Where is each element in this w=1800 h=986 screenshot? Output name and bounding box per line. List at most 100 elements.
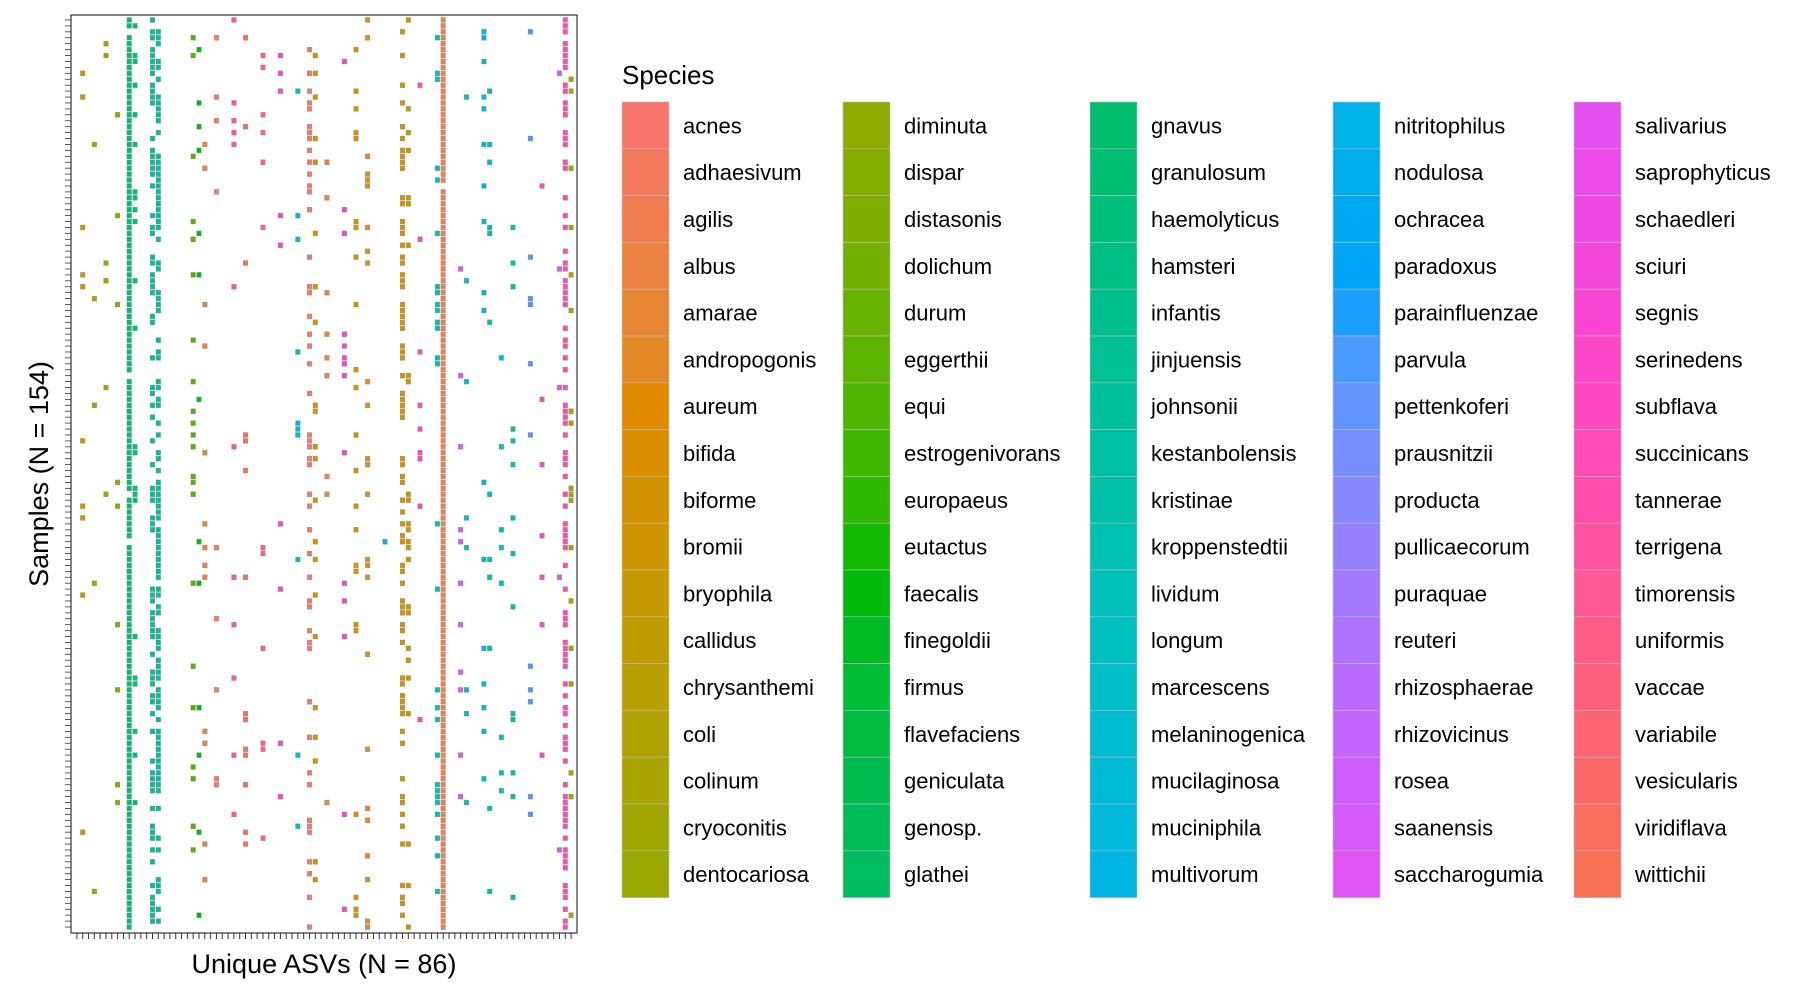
legend-label-salivarius: salivarius <box>1635 113 1727 138</box>
legend-key-pettenkoferi <box>1332 382 1381 430</box>
heatmap-cell-20-126 <box>440 764 446 770</box>
heatmap-cell-13-125 <box>312 758 318 764</box>
heatmap-cell-20-26 <box>440 171 446 177</box>
heatmap-cell-30-35 <box>568 224 574 231</box>
heatmap-cell-7-17 <box>213 118 219 124</box>
heatmap-cell-3-31 <box>155 201 161 207</box>
heatmap-cell-17-0 <box>365 17 371 23</box>
legend-label-estrogenivorans: estrogenivorans <box>904 441 1061 466</box>
heatmap-cell-17-65 <box>365 402 371 408</box>
heatmap-cell-31-82 <box>80 503 86 509</box>
heatmap-cell-0-51 <box>126 319 132 325</box>
heatmap-cell-0-153 <box>126 924 132 930</box>
heatmap-cell-13-65 <box>312 402 318 408</box>
heatmap-cell-29-109 <box>562 663 568 669</box>
heatmap-cell-0-72 <box>126 444 132 450</box>
heatmap-cell-29-119 <box>562 722 568 729</box>
heatmap-cell-20-118 <box>440 716 446 723</box>
heatmap-cell-29-125 <box>562 758 568 764</box>
heatmap-cell-20-6 <box>440 52 446 59</box>
heatmap-cell-31-43 <box>80 272 86 278</box>
heatmap-cell-14-60 <box>324 373 330 379</box>
heatmap-cell-31-13 <box>80 94 86 100</box>
heatmap-cell-24-36 <box>487 230 493 237</box>
heatmap-cell-0-107 <box>126 651 132 657</box>
heatmap-cell-20-24 <box>440 159 446 165</box>
heatmap-cell-19-146 <box>405 882 411 889</box>
legend-key-glathei <box>842 850 891 898</box>
heatmap-cell-12-20 <box>306 135 312 142</box>
heatmap-cell-1-7 <box>132 58 138 65</box>
heatmap-cell-3-25 <box>155 165 161 171</box>
heatmap-cell-12-12 <box>306 88 312 94</box>
heatmap-cell-15-55 <box>341 343 347 349</box>
heatmap-cell-18-92 <box>400 562 405 569</box>
heatmap-cell-35-68 <box>295 420 301 426</box>
heatmap-cell-18-100 <box>400 610 405 616</box>
heatmap-cell-13-121 <box>312 734 318 740</box>
heatmap-cell-28-140 <box>556 847 562 853</box>
heatmap-cell-0-141 <box>126 853 132 859</box>
heatmap-cell-29-52 <box>562 325 568 331</box>
heatmap-cell-0-152 <box>126 918 132 924</box>
heatmap-cell-16-20 <box>353 135 359 142</box>
heatmap-cell-0-65 <box>126 402 132 408</box>
heatmap-cell-0-134 <box>126 811 132 818</box>
heatmap-cell-29-21 <box>562 141 568 148</box>
heatmap-cell-12-46 <box>306 290 312 296</box>
legend-key-dolichum <box>842 242 891 290</box>
heatmap-cell-12-99 <box>306 604 312 610</box>
legend-key-bromii <box>621 522 670 571</box>
heatmap-cell-3-122 <box>155 740 161 746</box>
legend-label-jinjuensis: jinjuensis <box>1150 347 1242 372</box>
heatmap-cell-29-146 <box>562 882 568 889</box>
heatmap-cell-20-145 <box>440 876 446 883</box>
heatmap-cell-1-29 <box>132 189 138 195</box>
heatmap-cell-3-2 <box>155 29 161 35</box>
heatmap-cell-2-111 <box>150 675 155 681</box>
heatmap-cell-0-25 <box>126 165 132 171</box>
legend-label-parvula: parvula <box>1394 347 1467 372</box>
heatmap-cell-4-116 <box>190 705 196 711</box>
heatmap-cell-20-8 <box>440 64 446 71</box>
heatmap-cell-16-35 <box>353 224 359 231</box>
heatmap-cell-29-136 <box>562 823 568 829</box>
heatmap-cell-20-32 <box>440 207 446 213</box>
heatmap-cell-1-73 <box>132 450 138 456</box>
heatmap-cell-2-138 <box>150 835 155 841</box>
legend-label-callidus: callidus <box>683 628 756 653</box>
heatmap-cell-35-56 <box>295 349 301 355</box>
legend-label-acnes: acnes <box>683 113 742 138</box>
legend-key-kroppenstedtii <box>1089 522 1138 571</box>
heatmap-cell-18-128 <box>400 776 405 782</box>
heatmap-cell-20-1 <box>440 23 446 29</box>
heatmap-cell-0-55 <box>126 343 132 349</box>
heatmap-cell-3-48 <box>155 301 161 308</box>
legend-label-finegoldii: finegoldii <box>904 628 991 653</box>
legend-key-saprophyticus <box>1573 148 1622 196</box>
heatmap-cell-1-16 <box>132 112 138 118</box>
heatmap-cell-23-21 <box>481 141 487 148</box>
heatmap-cell-10-6 <box>260 52 266 59</box>
legend-label-rhizosphaerae: rhizosphaerae <box>1394 675 1533 700</box>
heatmap-cell-37-84 <box>510 515 516 521</box>
heatmap-cell-3-99 <box>155 604 161 610</box>
heatmap-cell-12-55 <box>306 343 312 349</box>
heatmap-cell-18-112 <box>400 681 405 687</box>
heatmap-cell-24-91 <box>487 556 493 563</box>
heatmap-cell-12-129 <box>306 782 312 788</box>
heatmap-cell-0-47 <box>126 295 132 302</box>
heatmap-cell-18-67 <box>400 414 405 420</box>
legend-key-wittichii <box>1573 850 1622 898</box>
heatmap-cell-3-70 <box>155 432 161 438</box>
heatmap-cell-12-94 <box>306 574 312 580</box>
heatmap-cell-20-143 <box>440 865 446 871</box>
heatmap-cell-3-35 <box>155 224 161 231</box>
heatmap-cell-15-104 <box>341 633 347 640</box>
legend-key-callidus <box>621 616 670 664</box>
heatmap-cell-6-55 <box>202 343 208 349</box>
heatmap-cell-34-33 <box>115 212 121 219</box>
legend-key-nitritophilus <box>1332 101 1381 150</box>
heatmap-cell-17-41 <box>365 260 371 266</box>
heatmap-cell-2-128 <box>150 776 155 782</box>
